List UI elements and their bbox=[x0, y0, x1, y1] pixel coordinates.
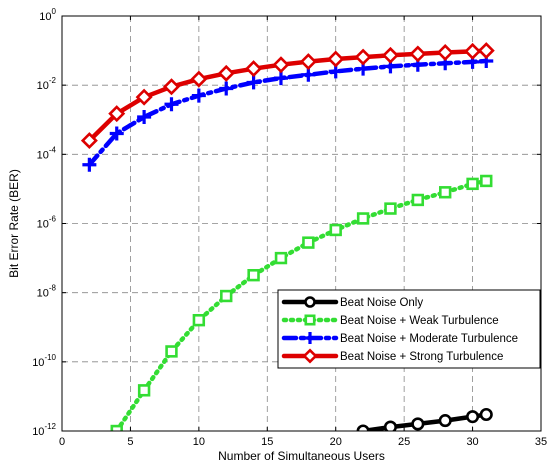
series-circle bbox=[356, 407, 493, 431]
y-tick-label: 10-12 bbox=[32, 422, 56, 438]
data-point bbox=[137, 384, 151, 397]
data-point bbox=[327, 50, 345, 68]
x-tick-label: 15 bbox=[261, 436, 273, 448]
data-point bbox=[356, 424, 370, 431]
data-point bbox=[438, 414, 452, 428]
x-tick-label: 10 bbox=[193, 436, 205, 448]
data-point bbox=[191, 88, 206, 103]
data-point bbox=[383, 420, 398, 431]
data-point bbox=[246, 75, 261, 90]
data-point bbox=[304, 314, 316, 326]
legend-entry-label: Beat Noise + Moderate Turbulence bbox=[340, 333, 518, 345]
data-point bbox=[80, 132, 98, 150]
data-point bbox=[82, 157, 97, 172]
data-point bbox=[165, 345, 178, 358]
data-point bbox=[247, 268, 260, 282]
data-point bbox=[464, 42, 482, 60]
data-point bbox=[192, 313, 206, 327]
data-point bbox=[466, 410, 480, 424]
data-point bbox=[164, 97, 179, 112]
legend-entry-label: Beat Noise + Strong Turbulence bbox=[340, 351, 503, 363]
legend-entry-label: Beat Noise + Weak Turbulence bbox=[340, 315, 499, 327]
data-point bbox=[302, 236, 315, 249]
legend: Beat Noise Only Beat Noise + Weak Turbule… bbox=[277, 289, 541, 369]
data-point bbox=[436, 44, 454, 61]
data-point bbox=[245, 60, 263, 78]
x-tick-label: 25 bbox=[398, 436, 410, 448]
data-point bbox=[274, 251, 288, 265]
y-tick-label: 10-10 bbox=[32, 353, 56, 369]
data-point bbox=[411, 193, 425, 207]
plot-series bbox=[80, 42, 495, 431]
data-point bbox=[480, 174, 493, 188]
series-plus bbox=[82, 53, 494, 172]
x-tick-label: 20 bbox=[330, 436, 342, 448]
data-point bbox=[220, 289, 233, 303]
x-tick-label: 30 bbox=[466, 436, 478, 448]
data-point bbox=[137, 110, 152, 125]
legend-entry-label: Beat Noise Only bbox=[340, 297, 423, 309]
data-point bbox=[109, 126, 124, 141]
data-point bbox=[479, 407, 493, 422]
data-point bbox=[356, 212, 370, 225]
data-point bbox=[110, 424, 123, 431]
data-point bbox=[438, 186, 452, 199]
y-tick-label: 100 bbox=[39, 7, 56, 23]
data-point bbox=[135, 88, 153, 106]
y-tick-label: 10-4 bbox=[37, 145, 57, 161]
data-point bbox=[329, 223, 342, 237]
data-point bbox=[409, 45, 427, 63]
data-point bbox=[354, 48, 372, 66]
data-point bbox=[381, 46, 399, 64]
data-point bbox=[190, 70, 208, 88]
data-point bbox=[162, 78, 180, 96]
data-point bbox=[272, 56, 290, 74]
y-tick-label: 10-2 bbox=[37, 76, 57, 92]
x-tick-label: 0 bbox=[59, 436, 65, 448]
data-point bbox=[299, 53, 317, 71]
data-point bbox=[108, 105, 126, 123]
data-point bbox=[273, 71, 288, 86]
grid bbox=[62, 16, 541, 431]
data-point bbox=[477, 42, 495, 60]
data-point bbox=[304, 332, 316, 344]
x-axis-label: Number of Simultaneous Users bbox=[218, 449, 385, 463]
data-point bbox=[466, 177, 479, 191]
series-line bbox=[87, 58, 489, 167]
data-point bbox=[304, 296, 316, 308]
data-point bbox=[217, 64, 235, 82]
data-point bbox=[219, 81, 234, 96]
y-tick-label: 10-8 bbox=[37, 284, 57, 300]
data-point bbox=[384, 202, 397, 215]
series-line bbox=[87, 48, 489, 143]
x-tick-label: 5 bbox=[127, 436, 133, 448]
y-axis-label: Bit Error Rate (BER) bbox=[7, 169, 21, 278]
x-tick-label: 35 bbox=[535, 436, 547, 448]
series-diamond bbox=[80, 42, 495, 150]
series-square bbox=[110, 174, 493, 431]
data-point bbox=[411, 417, 425, 431]
data-point bbox=[302, 348, 318, 364]
axis-ticks: 0 5 10 15 20 25 30 35 100 10-2 10-4 10-6 10-8 10-10 10… bbox=[32, 7, 547, 448]
y-tick-label: 10-6 bbox=[37, 215, 57, 231]
